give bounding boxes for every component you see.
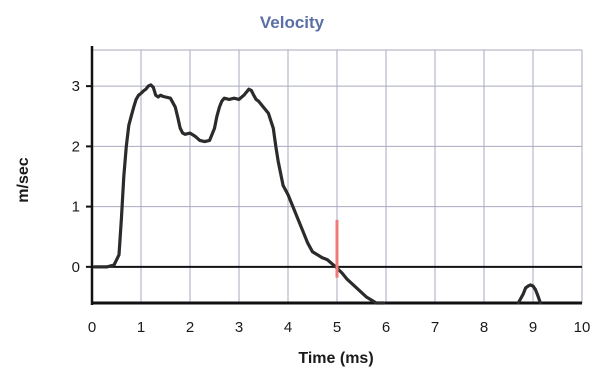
x-tick-label: 4 (284, 319, 292, 336)
x-tick-labels: 0 1 2 3 4 5 6 7 8 9 10 (88, 319, 591, 336)
velocity-series-line (516, 283, 542, 305)
y-tick-label: 3 (72, 78, 80, 95)
x-tick-label: 1 (137, 319, 145, 336)
x-tick-label: 10 (574, 319, 591, 336)
y-tick-labels: 0 1 2 3 (72, 78, 80, 276)
x-axis-label: Time (ms) (298, 350, 373, 367)
series-group (92, 83, 542, 305)
y-tick-label: 0 (72, 259, 80, 276)
y-axis-label: m/sec (15, 157, 32, 202)
y-tick-label: 1 (72, 199, 80, 216)
chart-title: Velocity (260, 13, 325, 32)
x-tick-label: 3 (235, 319, 243, 336)
x-tick-label: 5 (333, 319, 341, 336)
x-tick-label: 6 (382, 319, 390, 336)
y-tick-label: 2 (72, 138, 80, 155)
x-tick-label: 8 (480, 319, 488, 336)
x-tick-label: 0 (88, 319, 96, 336)
grid (92, 49, 583, 303)
x-tick-label: 7 (431, 319, 439, 336)
x-tick-label: 2 (186, 319, 194, 336)
axes (86, 46, 94, 305)
x-tick-label: 9 (529, 319, 537, 336)
velocity-series-line (92, 83, 386, 305)
